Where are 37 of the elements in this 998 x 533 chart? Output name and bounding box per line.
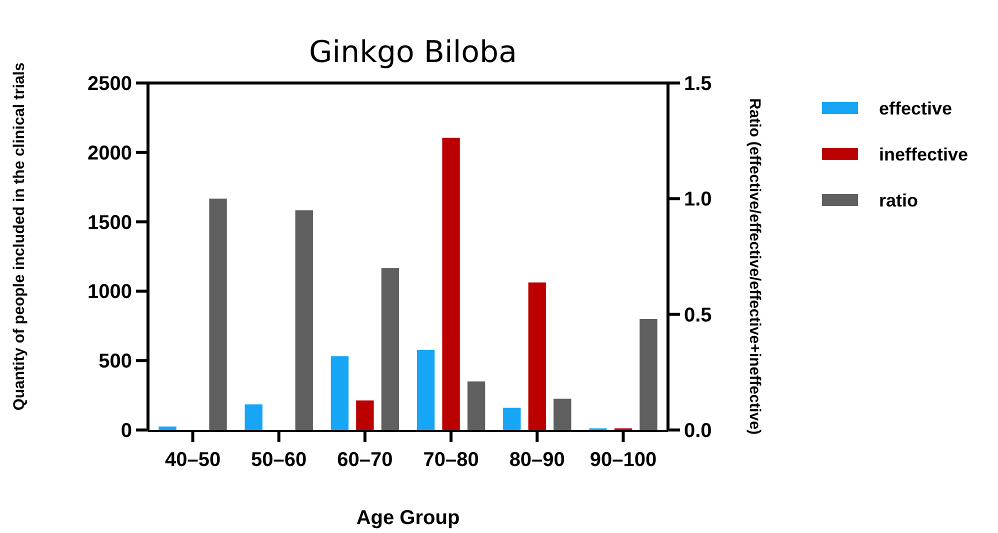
y2-tick-label: 1.5 [684,73,712,95]
x-tick-label: 90–100 [590,449,657,471]
bar [356,400,374,430]
legend-label: ratio [879,190,918,210]
legend-label: effective [879,98,952,118]
chart-title: Ginkgo Biloba [309,35,517,70]
y2-tick-label: 1.0 [684,188,712,211]
bar [467,381,486,430]
y-tick-label: 2500 [88,73,132,95]
x-tick-label: 80–90 [509,449,565,471]
y2-axis-title: Ratio (effective/effective/effective+ineffective) [746,98,763,435]
x-tick-label: 40–50 [164,449,221,471]
x-tick-label: 60–70 [337,449,393,471]
bar [158,426,176,430]
bar [528,282,546,430]
bar [295,210,313,430]
y2-tick-label: 0.5 [684,304,712,326]
bar [209,198,227,430]
bar [503,408,521,430]
y-axis-title: Quantity of people included in the clinical trials [11,62,28,410]
y-tick-label: 0 [120,420,132,442]
x-tick-label: 50–60 [251,449,307,471]
x-tick-label: 70–80 [423,449,479,471]
bar [554,398,572,430]
y-tick-label: 1000 [88,281,132,304]
bar [244,404,262,430]
bar [381,268,400,430]
legend-label: ineffective [879,144,968,164]
y-tick-label: 2000 [88,142,132,164]
y-tick-label: 500 [98,350,132,373]
bar [416,350,435,430]
bar [330,356,349,430]
bar [640,318,658,430]
y-tick-label: 1500 [88,212,132,234]
x-axis-title: Age Group [356,507,460,529]
y2-tick-label: 0.0 [684,420,712,442]
bar [442,138,460,430]
